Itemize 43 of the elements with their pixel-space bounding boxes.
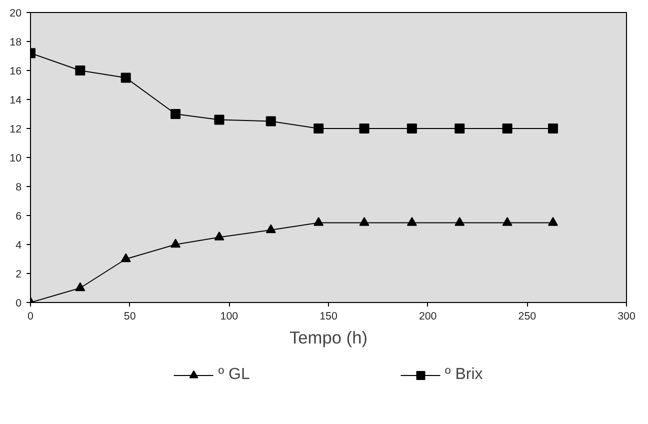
point: [454, 217, 465, 226]
point: [454, 124, 465, 134]
y-tick-label: 4: [16, 240, 22, 252]
x-tick-label: 250: [518, 310, 536, 322]
legend-label: º Brix: [444, 366, 483, 384]
point: [502, 124, 512, 134]
point: [214, 114, 224, 125]
y-tick-label: 18: [10, 36, 22, 48]
point: [120, 72, 131, 83]
x-tick-label: 150: [320, 310, 338, 322]
point: [406, 124, 417, 134]
point: [502, 217, 512, 226]
point: [75, 66, 86, 76]
point: [314, 217, 324, 226]
y-tick-label: 8: [16, 182, 22, 194]
point: [266, 224, 276, 234]
x-tick-label: 200: [418, 310, 437, 322]
x-tick-label: 50: [124, 310, 136, 322]
y-tick-label: 16: [10, 66, 22, 78]
point: [120, 253, 131, 262]
point: [266, 116, 276, 126]
legend-label: º GL: [218, 366, 250, 384]
x-tick-label: 100: [220, 310, 238, 322]
point: [214, 232, 224, 240]
y-tick-label: 6: [16, 210, 22, 222]
point: [548, 124, 558, 134]
y-tick-label: 2: [16, 268, 22, 280]
y-tick-label: 0: [16, 298, 22, 310]
x-tick-label: 300: [618, 310, 636, 322]
x-tick-label: 0: [28, 310, 34, 322]
y-tick-label: 14: [10, 94, 22, 106]
point: [359, 217, 370, 226]
point: [406, 217, 417, 226]
x-axis-title: Tempo (h): [290, 328, 368, 348]
point: [314, 124, 324, 134]
point: [548, 217, 558, 226]
point: [75, 282, 86, 292]
point: [170, 109, 181, 119]
y-tick-label: 10: [10, 152, 22, 164]
point: [170, 238, 181, 248]
y-tick-label: 12: [10, 124, 22, 136]
y-tick-label: 20: [10, 8, 22, 20]
point: [359, 124, 370, 134]
